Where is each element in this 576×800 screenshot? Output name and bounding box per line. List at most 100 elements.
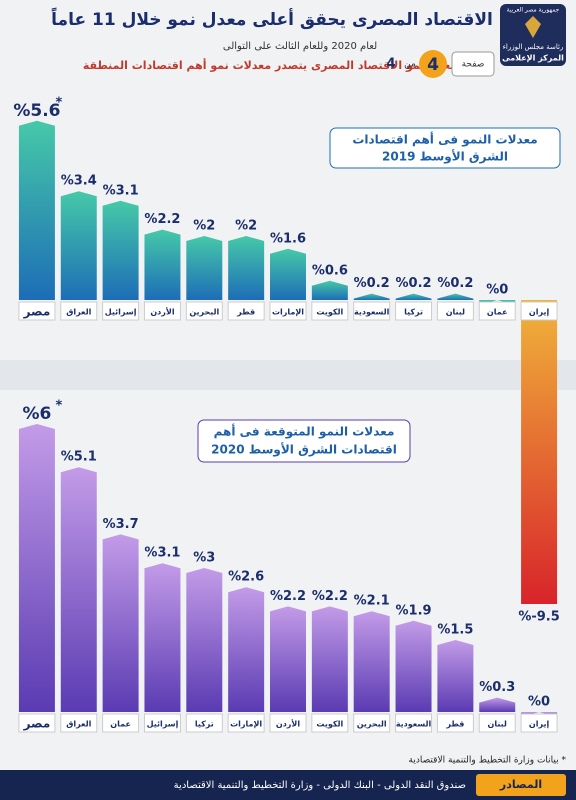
sources-label-box	[476, 774, 566, 796]
bar	[60, 191, 97, 300]
category-box	[102, 713, 140, 733]
chart-title: معدلات النمو المتوقعة فى أهم	[214, 424, 395, 440]
bar-chart: مصر العراق إسرائيل الأردن البحرين قطر الإمارات…	[13, 95, 559, 624]
logo-eagle	[525, 16, 541, 38]
bar	[102, 200, 139, 300]
category-label: تركيا	[195, 720, 214, 729]
divider-band	[0, 360, 576, 390]
value-label: %0.2	[354, 276, 390, 291]
logo-text: رئاسة مجلس الوزراء	[503, 43, 564, 51]
category-label: البحرين	[357, 720, 387, 729]
category-label: السعودية	[396, 720, 432, 729]
category-label: مصر	[23, 305, 51, 319]
value-label: %5.6	[13, 101, 60, 121]
category-box	[60, 301, 98, 321]
category-label: تركيا	[404, 308, 423, 317]
bar	[395, 293, 432, 300]
bar	[186, 568, 223, 712]
category-label: قطر	[445, 720, 464, 729]
chart-title: اقتصادات الشرق الأوسط 2020	[211, 442, 397, 458]
value-label: %2.2	[270, 589, 306, 604]
chart-title: الشرق الأوسط 2019	[382, 149, 508, 165]
page-indicator: صفحة 4 من 4	[386, 50, 495, 78]
page-label: صفحة	[462, 60, 485, 70]
category-box	[18, 713, 56, 733]
category-label: مصر	[23, 717, 51, 731]
bar	[353, 293, 390, 300]
category-label: إسرائيل	[147, 720, 179, 729]
value-label: %2	[235, 219, 257, 234]
value-label: %0	[486, 283, 508, 298]
bar	[353, 611, 390, 712]
category-box	[18, 301, 56, 321]
value-label: %1.6	[270, 231, 306, 246]
category-box	[395, 713, 433, 733]
value-label: %1.9	[396, 603, 432, 618]
bar	[228, 236, 265, 300]
value-label: %0.2	[437, 276, 473, 291]
category-box	[353, 713, 391, 733]
value-label: %2.2	[144, 212, 180, 227]
category-label: عمان	[487, 308, 508, 317]
bar	[437, 640, 474, 712]
page-badge	[419, 50, 447, 78]
category-label: إسرائيل	[105, 308, 137, 317]
page-number: 4	[427, 55, 439, 75]
bar	[311, 606, 348, 712]
of-label: من	[404, 60, 416, 70]
category-label: العراق	[66, 720, 91, 729]
value-label: %3.1	[144, 546, 180, 561]
bar	[102, 534, 139, 712]
footnote: * بيانات وزارة التخطيط والتنمية الاقتصاد…	[409, 756, 567, 766]
category-box	[520, 301, 558, 321]
category-label: العراق	[66, 308, 91, 317]
category-box	[227, 301, 265, 321]
value-label: %-9.5	[518, 610, 559, 625]
category-box	[436, 301, 474, 321]
bar	[18, 120, 55, 300]
category-label: الإمارات	[230, 720, 262, 729]
category-label: لبنان	[488, 720, 507, 729]
page-total: 4	[386, 57, 395, 72]
category-label: البحرين	[189, 308, 219, 317]
plots: مصر العراق إسرائيل الأردن البحرين قطر الإمارات…	[13, 95, 560, 733]
bar	[521, 712, 558, 717]
bar	[186, 236, 223, 300]
value-label: %6	[22, 404, 51, 424]
category-label: الإمارات	[272, 308, 304, 317]
bar	[311, 280, 348, 300]
category-box	[311, 301, 349, 321]
category-box	[227, 713, 265, 733]
bar	[437, 293, 474, 300]
category-box	[436, 713, 474, 733]
value-label: %2.6	[228, 570, 264, 585]
bar	[144, 229, 181, 300]
bar	[395, 620, 432, 712]
category-box	[520, 713, 558, 733]
bar	[144, 563, 181, 712]
chart-title-box	[197, 419, 411, 463]
category-box	[269, 301, 307, 321]
category-box	[143, 713, 181, 733]
category-box	[353, 301, 391, 321]
value-label: %3.4	[61, 174, 97, 189]
category-box	[185, 301, 223, 321]
bar	[60, 467, 97, 712]
category-box	[269, 713, 307, 733]
value-label: %0.3	[479, 680, 515, 695]
value-label: %3	[193, 551, 215, 566]
category-label: إيران	[529, 720, 550, 729]
category-box	[143, 301, 181, 321]
value-label: %3.1	[103, 183, 139, 198]
page-box	[451, 51, 495, 77]
category-box	[478, 713, 516, 733]
value-label: %0	[528, 695, 550, 710]
logo-text: المركز الإعلامى	[502, 54, 564, 63]
chart-title: معدلات النمو فى أهم اقتصادات	[352, 132, 537, 148]
value-label: %0.6	[312, 263, 348, 278]
value-label: %5.1	[61, 450, 97, 465]
sources-label: المصادر	[499, 778, 542, 791]
annotation: *	[56, 95, 63, 110]
chart-title-box	[329, 127, 561, 169]
bar-chart: مصر العراق عمان إسرائيل تركيا الإمارات الأردن ا…	[18, 399, 558, 733]
